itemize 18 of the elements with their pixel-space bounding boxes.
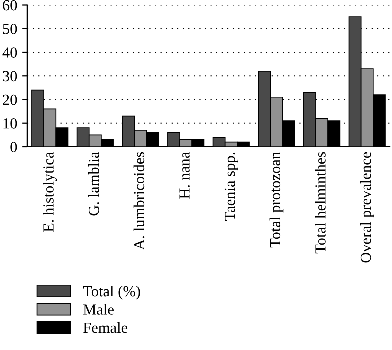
x-tick-label: Taenia spp. bbox=[224, 152, 238, 221]
legend-label: Female bbox=[84, 322, 128, 334]
legend-label: Male bbox=[84, 304, 114, 315]
legend-label: Total (%) bbox=[83, 286, 140, 300]
x-tick-label: Total protozoan bbox=[270, 152, 284, 248]
x-tick-label: Total helminthes bbox=[315, 152, 326, 254]
y-tick-label: 10 bbox=[4, 118, 18, 129]
y-tick-label: 30 bbox=[3, 71, 18, 82]
x-tick-label: G. lamblia bbox=[88, 152, 100, 216]
x-tick-label: Overal prevalence bbox=[360, 152, 374, 263]
y-tick-label: 60 bbox=[3, 0, 18, 11]
y-tick-label: 0 bbox=[10, 142, 18, 152]
y-tick-label: 20 bbox=[3, 94, 18, 106]
y-tick-label: 40 bbox=[2, 48, 18, 58]
x-tick-label: E. histolytica bbox=[43, 152, 58, 232]
x-tick-label: A. lumbricoides bbox=[134, 152, 145, 250]
y-tick-label: 50 bbox=[3, 24, 18, 34]
x-tick-label: H. nana bbox=[180, 152, 190, 199]
